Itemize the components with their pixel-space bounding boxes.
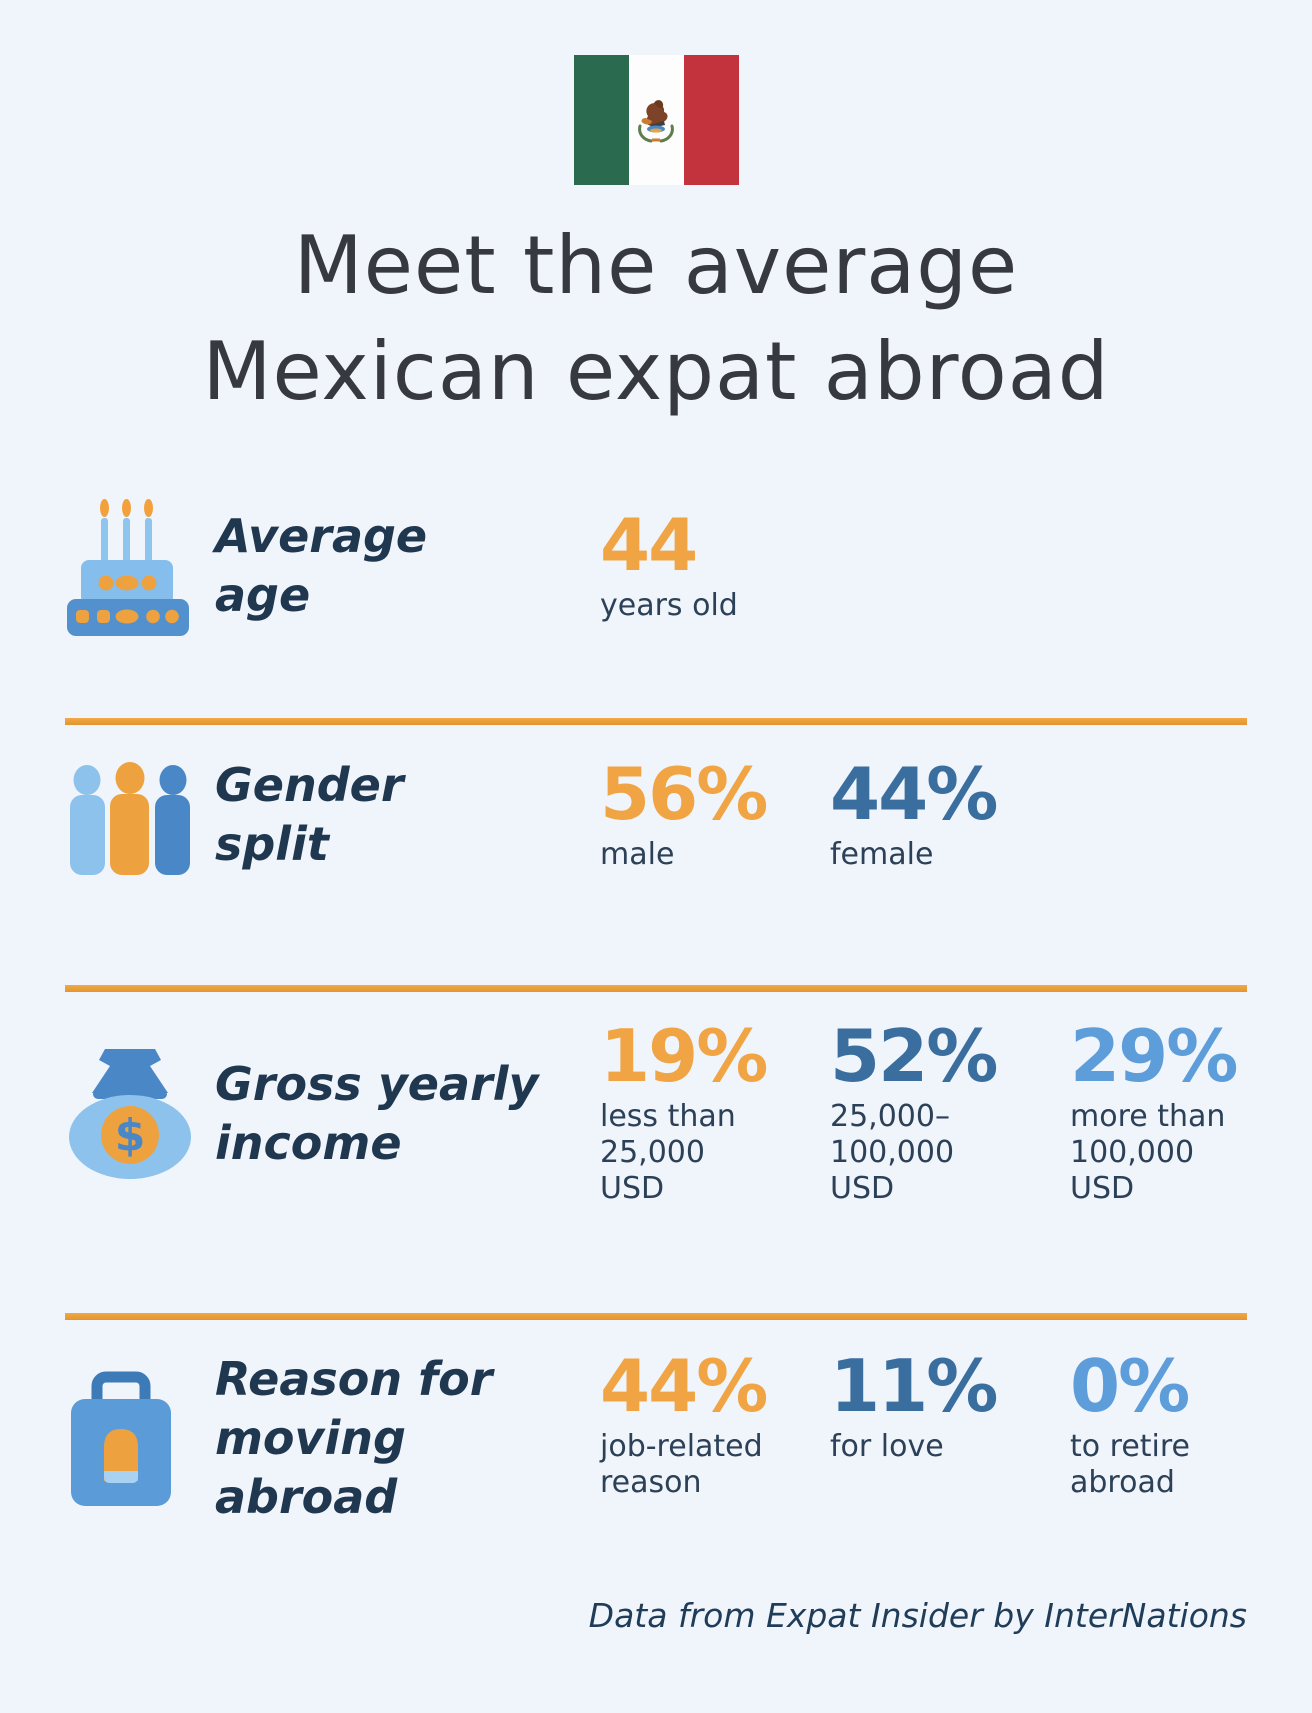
stat-label-male: male [600, 836, 675, 872]
stat-average-age: 44 years old [600, 509, 830, 624]
flag-red-stripe [683, 55, 739, 185]
page-title-line1: Meet the average [293, 219, 1019, 312]
stat-income-low: 19% less than 25,000 USD [600, 1020, 830, 1207]
stat-label-income-high: more than 100,000 USD [1070, 1099, 1226, 1207]
flag-green-stripe [573, 55, 629, 185]
stat-female: 44% female [830, 758, 1070, 873]
row-label-gross-yearly-income: Gross yearly income [215, 1056, 539, 1170]
stat-for-love: 11% for love [830, 1350, 1070, 1465]
stat-value-for-love: 11% [830, 1344, 998, 1429]
stat-value-job-related: 44% [600, 1344, 768, 1429]
stat-value-female: 44% [830, 751, 998, 836]
stat-male: 56% male [600, 758, 830, 873]
divider [65, 718, 1247, 726]
stat-income-mid: 52% 25,000– 100,000 USD [830, 1020, 1070, 1207]
stat-label-for-love: for love [830, 1429, 944, 1465]
row-label-reason-for-moving: Reason for moving abroad [215, 1352, 493, 1524]
row-gross-yearly-income: $ Gross yearly income 19% less than 25,0… [65, 1020, 1247, 1207]
mexico-flag [573, 55, 739, 185]
money-bag-icon: $ [65, 1048, 195, 1179]
stat-label-retire: to retire abroad [1070, 1429, 1191, 1501]
stat-retire: 0% to retire abroad [1070, 1350, 1247, 1501]
stat-value-age: 44 [600, 502, 698, 587]
stat-label-income-low: less than 25,000 USD [600, 1099, 736, 1207]
stat-label-income-mid: 25,000– 100,000 USD [830, 1099, 955, 1207]
suitcase-icon [65, 1371, 177, 1506]
row-reason-for-moving: Reason for moving abroad 44% job-related… [65, 1350, 1247, 1524]
divider [65, 985, 1247, 993]
stat-job-related: 44% job-related reason [600, 1350, 830, 1501]
stat-label-female: female [830, 836, 934, 872]
page-title: Meet the average Mexican expat abroad [40, 213, 1272, 424]
row-gender-split: Gender split 56% male 44% female [65, 755, 1247, 876]
birthday-cake-icon [65, 496, 195, 637]
stat-value-retire: 0% [1070, 1344, 1190, 1429]
data-source-note: Data from Expat Insider by InterNations [588, 1596, 1247, 1636]
row-average-age: Average age 44 years old [65, 486, 1247, 646]
stat-value-income-mid: 52% [830, 1014, 998, 1099]
row-label-average-age: Average age [215, 509, 428, 623]
stat-value-income-high: 29% [1070, 1014, 1238, 1099]
stat-value-income-low: 19% [600, 1014, 768, 1099]
page-title-line2: Mexican expat abroad [202, 324, 1110, 418]
mexico-coat-of-arms-icon [638, 100, 674, 143]
svg-text:$: $ [115, 1110, 146, 1161]
gender-people-icon [65, 755, 195, 876]
stat-value-male: 56% [600, 751, 768, 836]
stat-label-job-related: job-related reason [600, 1429, 763, 1501]
stat-income-high: 29% more than 100,000 USD [1070, 1020, 1247, 1207]
row-label-gender-split: Gender split [215, 758, 404, 872]
stat-label-age: years old [600, 587, 738, 623]
divider [65, 1313, 1247, 1321]
